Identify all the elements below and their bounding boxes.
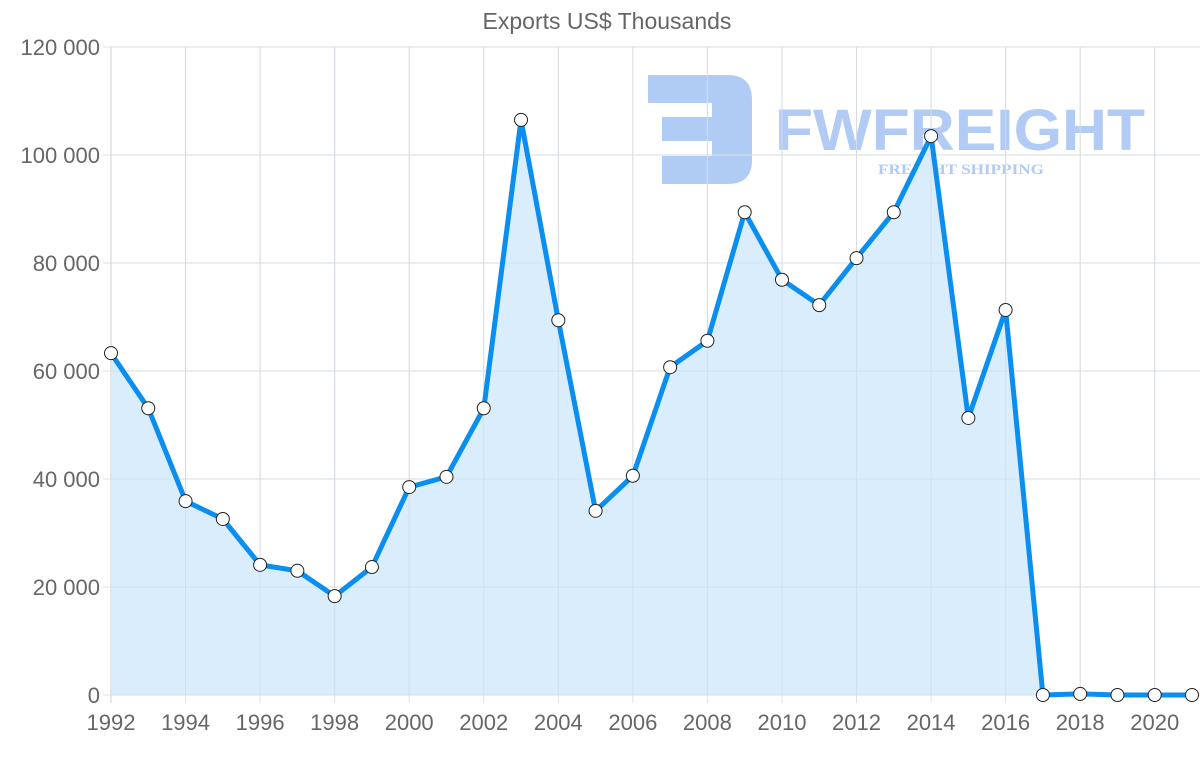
data-point-marker[interactable] [961, 410, 976, 425]
x-tick-label: 1992 [87, 710, 136, 735]
data-point-marker[interactable] [327, 589, 342, 604]
x-tick-label: 2006 [608, 710, 657, 735]
y-tick-label: 100 000 [20, 143, 100, 168]
chart-title: Exports US$ Thousands [482, 8, 732, 34]
data-point-marker[interactable] [253, 557, 268, 572]
y-tick-label: 0 [88, 683, 100, 708]
data-point-marker[interactable] [364, 560, 379, 575]
data-point-marker[interactable] [402, 480, 417, 495]
fwfreight-watermark-logo: FWFREIGHT FREIGHT SHIPPING [648, 75, 1145, 184]
x-tick-label: 1994 [161, 710, 210, 735]
watermark-brand: FWFREIGHT [775, 98, 1145, 163]
data-point-marker[interactable] [178, 494, 193, 509]
y-axis: 0 20 000 40 000 60 000 80 000 100 000 120 000 [20, 35, 100, 708]
data-point-marker[interactable] [476, 401, 491, 416]
data-point-marker[interactable] [625, 468, 640, 483]
x-tick-label: 2002 [459, 710, 508, 735]
data-point-marker[interactable] [290, 563, 305, 578]
x-tick-label: 2004 [534, 710, 583, 735]
data-point-marker[interactable] [998, 302, 1013, 317]
y-tick-label: 80 000 [33, 251, 100, 276]
data-point-marker[interactable] [141, 401, 156, 416]
x-tick-label: 1996 [236, 710, 285, 735]
x-tick-label: 2012 [832, 710, 881, 735]
x-tick-label: 2018 [1056, 710, 1105, 735]
data-point-marker[interactable] [551, 313, 566, 328]
data-point-marker[interactable] [849, 251, 864, 266]
data-points [104, 112, 1199, 702]
area-path [111, 119, 1192, 695]
y-tick-label: 20 000 [33, 575, 100, 600]
data-point-marker[interactable] [215, 511, 230, 526]
data-point-marker[interactable] [1185, 688, 1199, 702]
data-point-marker[interactable] [104, 346, 118, 361]
x-axis: 1992 1994 1996 1998 2000 2002 2004 2006 2008 2010… [87, 710, 1180, 735]
data-point-marker[interactable] [924, 129, 939, 144]
x-tick-label: 2008 [683, 710, 732, 735]
y-tick-label: 60 000 [33, 359, 100, 384]
watermark-tagline: FREIGHT SHIPPING [878, 162, 1044, 178]
data-point-marker[interactable] [439, 469, 454, 484]
data-point-marker[interactable] [588, 503, 603, 518]
x-tick-label: 2016 [981, 710, 1030, 735]
data-point-marker[interactable] [514, 112, 529, 127]
data-point-marker[interactable] [1110, 688, 1125, 702]
data-point-marker[interactable] [737, 205, 752, 220]
x-tick-label: 1998 [310, 710, 359, 735]
data-point-marker[interactable] [700, 333, 715, 348]
data-point-marker[interactable] [1035, 688, 1050, 702]
logo-mark-icon [648, 75, 752, 184]
y-tick-label: 40 000 [33, 467, 100, 492]
y-tick-label: 120 000 [20, 35, 100, 60]
x-tick-label: 2014 [907, 710, 956, 735]
data-point-marker[interactable] [1073, 686, 1088, 701]
data-point-marker[interactable] [774, 272, 789, 287]
x-tick-label: 2000 [385, 710, 434, 735]
data-point-marker[interactable] [812, 298, 827, 313]
x-tick-label: 2020 [1130, 710, 1179, 735]
data-point-marker[interactable] [886, 205, 901, 220]
data-point-marker[interactable] [663, 360, 678, 375]
x-tick-label: 2010 [757, 710, 806, 735]
data-point-marker[interactable] [1147, 688, 1162, 702]
